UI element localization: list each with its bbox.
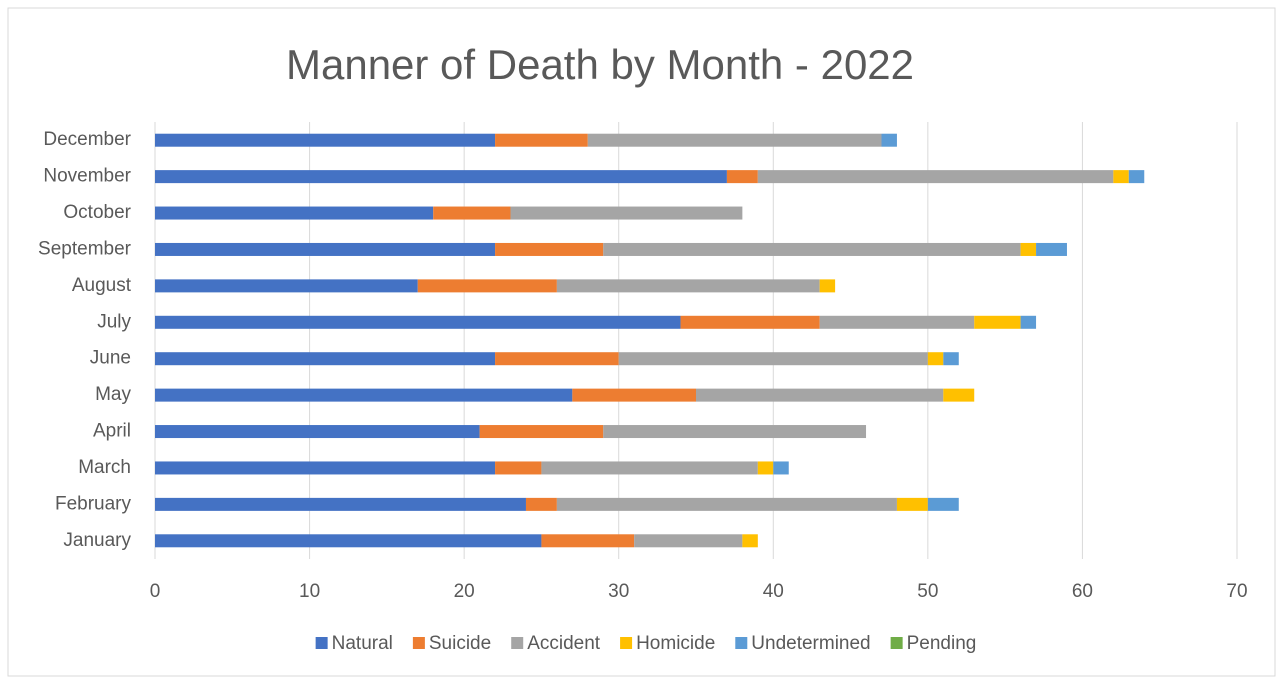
bar-segment	[1036, 242, 1067, 256]
bar-segment	[495, 242, 604, 256]
y-tick-label: October	[63, 202, 131, 223]
y-tick-label: April	[93, 421, 131, 442]
x-tick-label: 40	[763, 581, 784, 602]
x-tick-label: 30	[608, 581, 629, 602]
y-tick-label: September	[38, 238, 132, 259]
bar-segment	[1020, 315, 1037, 329]
bar-segment	[541, 461, 758, 475]
legend-label: Suicide	[429, 633, 491, 654]
bar-segment	[943, 388, 975, 402]
bar-segment	[618, 352, 928, 366]
bar-segment	[943, 352, 959, 366]
legend-swatch	[620, 637, 633, 649]
bar-segment	[155, 425, 480, 439]
bar-segment	[819, 315, 975, 329]
x-tick-label: 0	[150, 581, 161, 602]
x-tick-label: 10	[299, 581, 320, 602]
legend-label: Homicide	[636, 633, 715, 654]
legend-swatch	[735, 637, 748, 649]
bar-segment	[510, 206, 743, 220]
legend-label: Undetermined	[751, 633, 870, 654]
bar-segment	[896, 497, 928, 511]
bar-segment	[417, 279, 557, 293]
legend-swatch	[511, 637, 524, 649]
bar-segment	[680, 315, 820, 329]
bar-segment	[433, 206, 511, 220]
bar-segment	[155, 170, 727, 184]
bar-segment	[1113, 170, 1129, 184]
bar-segment	[155, 534, 542, 548]
bar-segment	[541, 534, 635, 548]
bar-segment	[556, 279, 820, 293]
legend-label: Natural	[332, 633, 393, 654]
y-tick-label: November	[43, 166, 131, 187]
bar-segment	[1128, 170, 1145, 184]
y-tick-label: July	[97, 311, 131, 332]
y-tick-label: January	[63, 530, 131, 551]
x-tick-label: 50	[917, 581, 938, 602]
bar-segment	[881, 133, 897, 147]
bar-segment	[634, 534, 743, 548]
bar-segment	[819, 279, 836, 293]
bar-segment	[155, 315, 681, 329]
bar-segment	[556, 497, 897, 511]
bar-segment	[155, 206, 434, 220]
y-tick-label: February	[55, 493, 132, 514]
legend-swatch	[412, 637, 425, 649]
bar-segment	[155, 279, 418, 293]
x-tick-label: 60	[1072, 581, 1093, 602]
bar-segment	[927, 497, 959, 511]
chart-title: Manner of Death by Month - 2022	[286, 41, 914, 88]
y-tick-label: December	[43, 129, 131, 150]
bar-segment	[495, 461, 542, 475]
legend-label: Accident	[527, 633, 601, 654]
bar-segment	[495, 352, 619, 366]
bar-segment	[726, 170, 758, 184]
y-tick-label: June	[90, 348, 131, 369]
bar-segment	[155, 352, 496, 366]
bar-segment	[572, 388, 696, 402]
bar-segment	[696, 388, 944, 402]
bar-segment	[927, 352, 944, 366]
x-tick-label: 20	[454, 581, 475, 602]
legend-label: Pending	[907, 633, 977, 654]
bar-segment	[155, 133, 496, 147]
legend-swatch	[890, 637, 903, 649]
bar-segment	[773, 461, 789, 475]
bar-segment	[587, 133, 882, 147]
bar-segment	[757, 170, 1114, 184]
y-tick-label: August	[72, 275, 132, 296]
bar-segment	[742, 534, 758, 548]
bar-segment	[525, 497, 557, 511]
bar-segment	[757, 461, 774, 475]
bar-segment	[155, 461, 496, 475]
bar-segment	[155, 242, 496, 256]
bar-segment	[495, 133, 588, 147]
bar-segment	[155, 497, 526, 511]
bar-segment	[603, 425, 867, 439]
x-tick-label: 70	[1226, 581, 1247, 602]
y-tick-label: May	[95, 384, 131, 405]
bar-segment	[974, 315, 1021, 329]
bar-segment	[603, 242, 1021, 256]
y-tick-label: March	[78, 457, 131, 478]
bar-segment	[155, 388, 573, 402]
chart-border	[7, 7, 1276, 677]
legend-swatch	[315, 637, 328, 649]
bar-segment	[479, 425, 604, 439]
bar-segment	[1020, 242, 1037, 256]
